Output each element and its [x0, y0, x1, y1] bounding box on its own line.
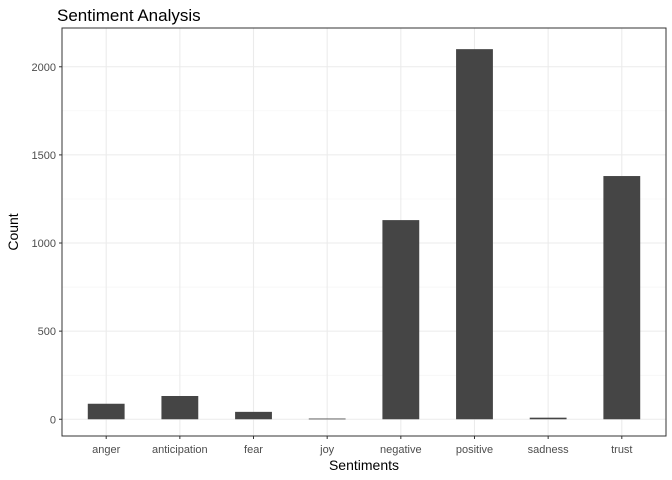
y-tick-label: 1500	[32, 150, 56, 162]
x-tick-label-anticipation: anticipation	[152, 444, 208, 456]
x-tick-label-sadness: sadness	[528, 444, 569, 456]
bar-joy	[308, 418, 346, 420]
x-tick-label-positive: positive	[456, 444, 493, 456]
y-tick-label: 0	[50, 414, 56, 426]
bar-anger	[87, 403, 125, 420]
bar-positive	[456, 49, 493, 420]
y-axis-title: Count	[5, 213, 21, 250]
x-tick-label-anger: anger	[92, 444, 120, 456]
bar-negative	[382, 220, 420, 420]
x-tick-label-joy: joy	[319, 444, 335, 456]
x-axis-title: Sentiments	[329, 457, 399, 473]
y-axis: 0 500 1000 1500 2000	[32, 62, 62, 426]
x-axis: anger anticipation fear joy negative positive…	[92, 436, 633, 456]
bars	[87, 49, 641, 420]
bar-sadness	[529, 417, 567, 420]
bar-fear	[235, 411, 272, 420]
y-tick-label: 2000	[32, 62, 56, 74]
panel-border	[61, 27, 667, 437]
x-tick-label-trust: trust	[611, 444, 632, 456]
x-tick-label-negative: negative	[380, 444, 422, 456]
y-tick-label: 500	[38, 326, 56, 338]
y-tick-label: 1000	[32, 238, 56, 250]
grid-lines	[62, 28, 666, 436]
bar-anticipation	[161, 395, 199, 420]
chart-title: Sentiment Analysis	[57, 6, 201, 25]
x-tick-label-fear: fear	[244, 444, 263, 456]
bar-trust	[603, 176, 641, 420]
